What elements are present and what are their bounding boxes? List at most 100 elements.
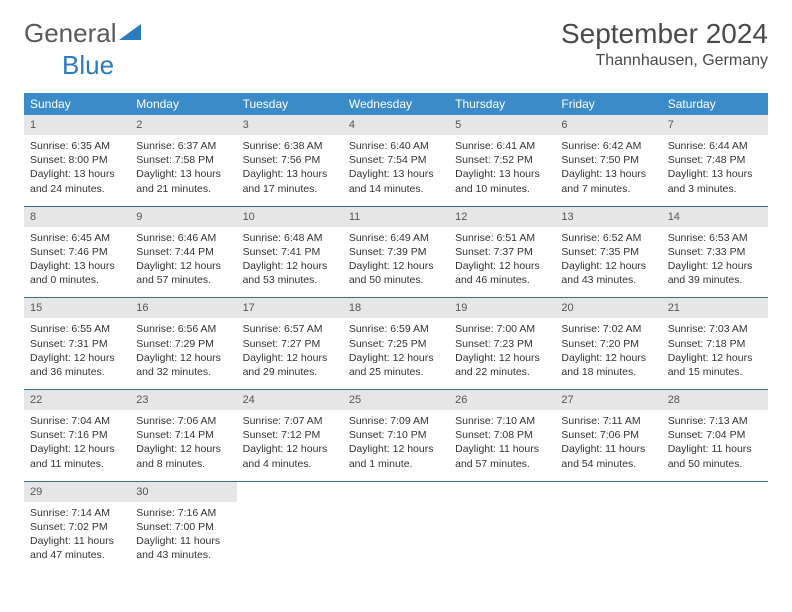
calendar-empty-cell — [449, 481, 555, 572]
dow-header: Wednesday — [343, 93, 449, 115]
day-number: 14 — [662, 207, 768, 227]
day-body: Sunrise: 6:49 AMSunset: 7:39 PMDaylight:… — [343, 227, 449, 298]
day-body: Sunrise: 7:03 AMSunset: 7:18 PMDaylight:… — [662, 318, 768, 389]
sunrise-line: Sunrise: 7:16 AM — [136, 506, 230, 520]
daylight-line: Daylight: 12 hours and 4 minutes. — [243, 442, 337, 470]
daylight-line: Daylight: 12 hours and 50 minutes. — [349, 259, 443, 287]
sunset-line: Sunset: 7:04 PM — [668, 428, 762, 442]
daylight-line: Daylight: 12 hours and 25 minutes. — [349, 351, 443, 379]
daylight-line: Daylight: 12 hours and 43 minutes. — [561, 259, 655, 287]
sunrise-line: Sunrise: 7:11 AM — [561, 414, 655, 428]
daylight-line: Daylight: 13 hours and 10 minutes. — [455, 167, 549, 195]
dow-header: Sunday — [24, 93, 130, 115]
day-number: 22 — [24, 390, 130, 410]
daylight-line: Daylight: 13 hours and 0 minutes. — [30, 259, 124, 287]
day-body: Sunrise: 7:04 AMSunset: 7:16 PMDaylight:… — [24, 410, 130, 481]
sunset-line: Sunset: 7:50 PM — [561, 153, 655, 167]
calendar-week-row: 22Sunrise: 7:04 AMSunset: 7:16 PMDayligh… — [24, 390, 768, 482]
day-number: 9 — [130, 207, 236, 227]
sunset-line: Sunset: 7:14 PM — [136, 428, 230, 442]
calendar-day-cell: 22Sunrise: 7:04 AMSunset: 7:16 PMDayligh… — [24, 390, 130, 482]
calendar-day-cell: 27Sunrise: 7:11 AMSunset: 7:06 PMDayligh… — [555, 390, 661, 482]
daylight-line: Daylight: 13 hours and 24 minutes. — [30, 167, 124, 195]
calendar-day-cell: 15Sunrise: 6:55 AMSunset: 7:31 PMDayligh… — [24, 298, 130, 390]
sunset-line: Sunset: 7:33 PM — [668, 245, 762, 259]
daylight-line: Daylight: 13 hours and 14 minutes. — [349, 167, 443, 195]
daylight-line: Daylight: 11 hours and 54 minutes. — [561, 442, 655, 470]
logo-text-2: Blue — [62, 50, 114, 80]
daylight-line: Daylight: 13 hours and 3 minutes. — [668, 167, 762, 195]
sunrise-line: Sunrise: 6:40 AM — [349, 139, 443, 153]
day-body: Sunrise: 6:51 AMSunset: 7:37 PMDaylight:… — [449, 227, 555, 298]
day-body: Sunrise: 6:35 AMSunset: 8:00 PMDaylight:… — [24, 135, 130, 206]
day-body: Sunrise: 6:55 AMSunset: 7:31 PMDaylight:… — [24, 318, 130, 389]
sunset-line: Sunset: 7:16 PM — [30, 428, 124, 442]
day-body: Sunrise: 7:07 AMSunset: 7:12 PMDaylight:… — [237, 410, 343, 481]
dow-header: Friday — [555, 93, 661, 115]
calendar-table: SundayMondayTuesdayWednesdayThursdayFrid… — [24, 93, 768, 572]
sunset-line: Sunset: 7:54 PM — [349, 153, 443, 167]
calendar-day-cell: 16Sunrise: 6:56 AMSunset: 7:29 PMDayligh… — [130, 298, 236, 390]
calendar-day-cell: 13Sunrise: 6:52 AMSunset: 7:35 PMDayligh… — [555, 206, 661, 298]
day-body: Sunrise: 6:52 AMSunset: 7:35 PMDaylight:… — [555, 227, 661, 298]
sunrise-line: Sunrise: 7:14 AM — [30, 506, 124, 520]
daylight-line: Daylight: 12 hours and 8 minutes. — [136, 442, 230, 470]
day-body: Sunrise: 7:02 AMSunset: 7:20 PMDaylight:… — [555, 318, 661, 389]
sunrise-line: Sunrise: 7:07 AM — [243, 414, 337, 428]
calendar-empty-cell — [662, 481, 768, 572]
sunset-line: Sunset: 7:52 PM — [455, 153, 549, 167]
daylight-line: Daylight: 11 hours and 47 minutes. — [30, 534, 124, 562]
calendar-day-cell: 4Sunrise: 6:40 AMSunset: 7:54 PMDaylight… — [343, 115, 449, 206]
day-number: 26 — [449, 390, 555, 410]
sunset-line: Sunset: 7:48 PM — [668, 153, 762, 167]
day-number: 25 — [343, 390, 449, 410]
day-body: Sunrise: 7:13 AMSunset: 7:04 PMDaylight:… — [662, 410, 768, 481]
sunset-line: Sunset: 7:35 PM — [561, 245, 655, 259]
daylight-line: Daylight: 12 hours and 57 minutes. — [136, 259, 230, 287]
daylight-line: Daylight: 12 hours and 22 minutes. — [455, 351, 549, 379]
calendar-day-cell: 20Sunrise: 7:02 AMSunset: 7:20 PMDayligh… — [555, 298, 661, 390]
calendar-day-cell: 28Sunrise: 7:13 AMSunset: 7:04 PMDayligh… — [662, 390, 768, 482]
title-block: September 2024 Thannhausen, Germany — [561, 18, 768, 70]
calendar-day-cell: 18Sunrise: 6:59 AMSunset: 7:25 PMDayligh… — [343, 298, 449, 390]
day-body: Sunrise: 6:53 AMSunset: 7:33 PMDaylight:… — [662, 227, 768, 298]
calendar-day-cell: 19Sunrise: 7:00 AMSunset: 7:23 PMDayligh… — [449, 298, 555, 390]
sunset-line: Sunset: 7:10 PM — [349, 428, 443, 442]
daylight-line: Daylight: 13 hours and 17 minutes. — [243, 167, 337, 195]
daylight-line: Daylight: 11 hours and 43 minutes. — [136, 534, 230, 562]
sunrise-line: Sunrise: 6:49 AM — [349, 231, 443, 245]
daylight-line: Daylight: 12 hours and 39 minutes. — [668, 259, 762, 287]
day-number: 10 — [237, 207, 343, 227]
sunset-line: Sunset: 7:23 PM — [455, 337, 549, 351]
sunset-line: Sunset: 7:02 PM — [30, 520, 124, 534]
calendar-day-cell: 3Sunrise: 6:38 AMSunset: 7:56 PMDaylight… — [237, 115, 343, 206]
day-body: Sunrise: 7:11 AMSunset: 7:06 PMDaylight:… — [555, 410, 661, 481]
sunset-line: Sunset: 7:37 PM — [455, 245, 549, 259]
sunrise-line: Sunrise: 6:48 AM — [243, 231, 337, 245]
daylight-line: Daylight: 12 hours and 15 minutes. — [668, 351, 762, 379]
daylight-line: Daylight: 12 hours and 46 minutes. — [455, 259, 549, 287]
calendar-day-cell: 11Sunrise: 6:49 AMSunset: 7:39 PMDayligh… — [343, 206, 449, 298]
sunrise-line: Sunrise: 6:45 AM — [30, 231, 124, 245]
day-number: 23 — [130, 390, 236, 410]
sunrise-line: Sunrise: 6:35 AM — [30, 139, 124, 153]
calendar-day-cell: 6Sunrise: 6:42 AMSunset: 7:50 PMDaylight… — [555, 115, 661, 206]
calendar-day-cell: 9Sunrise: 6:46 AMSunset: 7:44 PMDaylight… — [130, 206, 236, 298]
calendar-empty-cell — [237, 481, 343, 572]
calendar-day-cell: 25Sunrise: 7:09 AMSunset: 7:10 PMDayligh… — [343, 390, 449, 482]
day-number: 29 — [24, 482, 130, 502]
day-body: Sunrise: 7:14 AMSunset: 7:02 PMDaylight:… — [24, 502, 130, 573]
sunset-line: Sunset: 7:20 PM — [561, 337, 655, 351]
daylight-line: Daylight: 11 hours and 57 minutes. — [455, 442, 549, 470]
day-body: Sunrise: 7:10 AMSunset: 7:08 PMDaylight:… — [449, 410, 555, 481]
sunrise-line: Sunrise: 7:00 AM — [455, 322, 549, 336]
day-number: 2 — [130, 115, 236, 135]
day-body: Sunrise: 6:59 AMSunset: 7:25 PMDaylight:… — [343, 318, 449, 389]
sunrise-line: Sunrise: 6:51 AM — [455, 231, 549, 245]
day-number: 6 — [555, 115, 661, 135]
calendar-day-cell: 29Sunrise: 7:14 AMSunset: 7:02 PMDayligh… — [24, 481, 130, 572]
calendar-day-cell: 2Sunrise: 6:37 AMSunset: 7:58 PMDaylight… — [130, 115, 236, 206]
sunrise-line: Sunrise: 6:59 AM — [349, 322, 443, 336]
sunrise-line: Sunrise: 6:38 AM — [243, 139, 337, 153]
logo: General — [24, 18, 143, 49]
